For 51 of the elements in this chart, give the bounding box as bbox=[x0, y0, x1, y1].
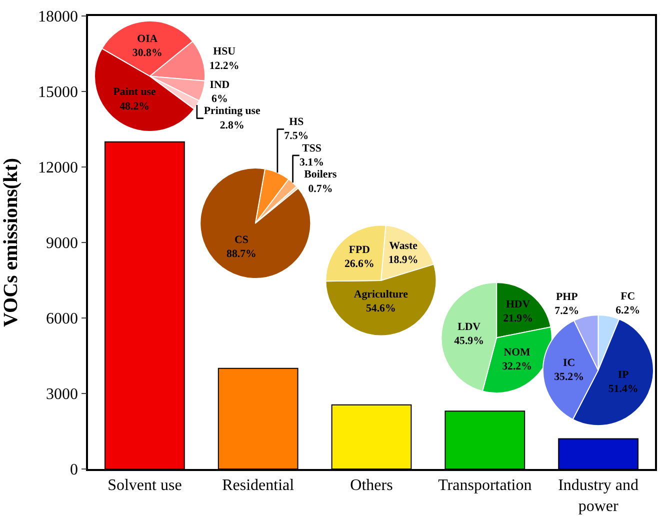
x-tick-label: Residential bbox=[222, 476, 295, 494]
data-label: 48.2% bbox=[120, 100, 150, 112]
y-tick-label: 9000 bbox=[46, 235, 78, 252]
slice-label: FC bbox=[620, 290, 636, 302]
data-label: 12.2% bbox=[209, 60, 240, 72]
slice-label: Boilers bbox=[304, 168, 337, 181]
slice-label: IC bbox=[562, 356, 576, 369]
data-label: 7.5% bbox=[284, 130, 309, 142]
data-label: 21.9% bbox=[503, 312, 533, 325]
data-label: 2.8% bbox=[220, 119, 244, 132]
data-label: 45.9% bbox=[454, 335, 484, 348]
x-tick-label: Transportation bbox=[438, 476, 532, 494]
data-label: 30.8% bbox=[132, 47, 162, 60]
slice-label: HDV bbox=[506, 298, 530, 311]
y-tick-label: 18000 bbox=[38, 8, 78, 26]
slice-label: TSS bbox=[302, 142, 322, 154]
y-tick-label: 0 bbox=[70, 462, 78, 479]
data-label: 18.9% bbox=[388, 254, 418, 266]
data-label: 88.7% bbox=[226, 248, 256, 260]
slice-label: OIA bbox=[137, 32, 158, 45]
data-label: 3.1% bbox=[300, 156, 324, 168]
slice-label: NOM bbox=[504, 346, 530, 358]
data-label: 51.4% bbox=[608, 382, 638, 395]
data-label: 26.6% bbox=[344, 258, 374, 270]
y-tick-label: 3000 bbox=[46, 386, 78, 404]
data-label: 32.2% bbox=[502, 360, 532, 373]
slice-label: Agriculture bbox=[354, 288, 408, 300]
data-label: 7.2% bbox=[554, 304, 580, 317]
x-tick-label: Others bbox=[350, 476, 393, 494]
slice-label: CS bbox=[234, 234, 248, 246]
slice-label: FPD bbox=[348, 244, 370, 256]
slice-label: IND bbox=[210, 78, 230, 91]
slice-label: PHP bbox=[556, 290, 578, 303]
data-label: 0.7% bbox=[308, 182, 333, 195]
slice-label: LDV bbox=[458, 321, 481, 334]
y-tick-label: 6000 bbox=[46, 310, 78, 328]
slice-label: HS bbox=[289, 116, 304, 128]
data-label: 54.6% bbox=[366, 302, 396, 314]
slice-label: Printing use bbox=[204, 105, 260, 118]
slice-label: HSU bbox=[213, 46, 236, 58]
slice-label: Paint use bbox=[113, 86, 156, 98]
y-tick-label: 12000 bbox=[38, 160, 78, 177]
y-tick-label: 15000 bbox=[38, 84, 78, 102]
data-label: 6.2% bbox=[616, 304, 640, 316]
y-axis-title: VOCs emissions(kt) bbox=[0, 158, 22, 328]
slice-label: Waste bbox=[389, 240, 418, 252]
slice-label: IP bbox=[618, 368, 630, 381]
x-tick-label: Industry and power bbox=[558, 476, 639, 515]
data-label: 6% bbox=[212, 93, 228, 106]
x-tick-label: Solvent use bbox=[108, 476, 182, 494]
data-label: 35.2% bbox=[554, 370, 584, 383]
